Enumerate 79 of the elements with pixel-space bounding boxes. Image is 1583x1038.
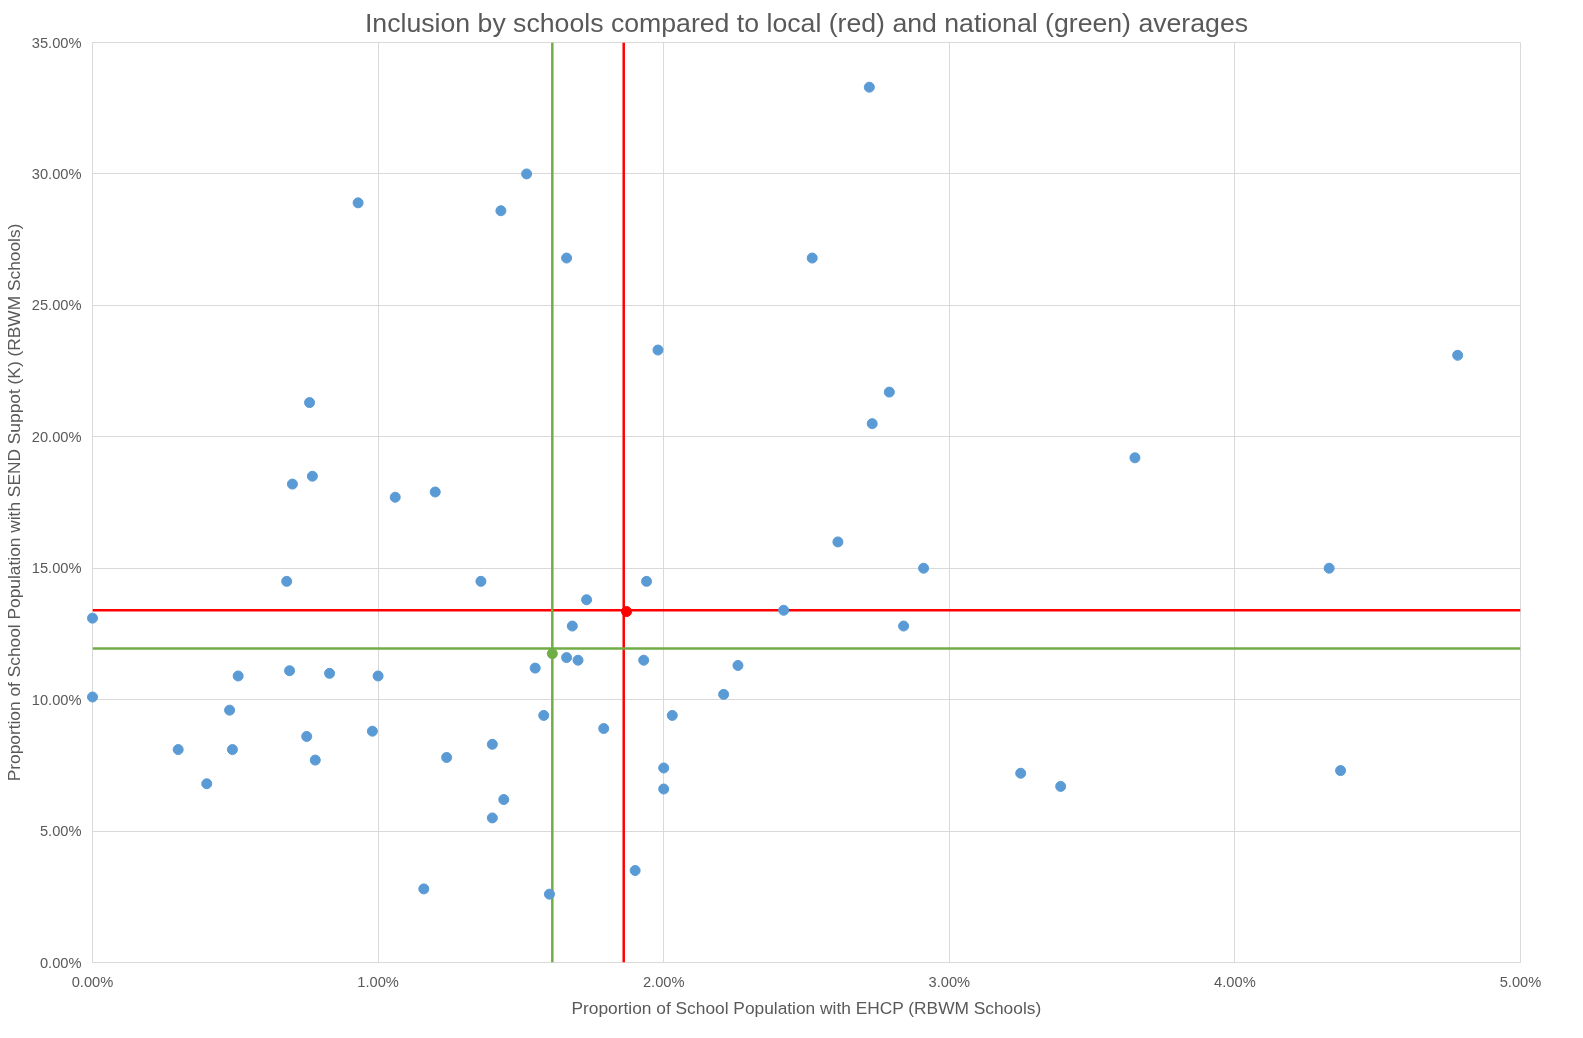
y-tick-label: 25.00%: [31, 297, 82, 314]
point: [529, 662, 541, 674]
point: [352, 197, 364, 209]
point: [301, 730, 313, 742]
point: [1055, 780, 1067, 792]
point: [543, 888, 555, 900]
point: [201, 778, 213, 790]
x-tick-label: 0.00%: [71, 973, 114, 990]
point: [581, 594, 593, 606]
point: [366, 725, 378, 737]
point: [806, 252, 818, 264]
point: [1452, 349, 1464, 361]
point: [372, 670, 384, 682]
y-tick-label: 20.00%: [31, 428, 82, 445]
point: [284, 665, 296, 677]
point: [486, 812, 498, 824]
point: [324, 667, 336, 679]
point: [429, 486, 441, 498]
point: [778, 604, 790, 616]
point: [389, 491, 401, 503]
x-tick-label: 1.00%: [357, 973, 399, 990]
point: [172, 744, 184, 756]
point: [658, 783, 670, 795]
point: [566, 620, 578, 632]
point: [718, 688, 730, 700]
y-tick-label: 0.00%: [39, 954, 82, 971]
point: [866, 418, 878, 430]
point: [918, 562, 930, 574]
point: [1015, 767, 1027, 779]
point: [224, 704, 236, 716]
point: [561, 652, 573, 664]
point: [418, 883, 430, 895]
point: [561, 252, 573, 264]
x-tick-label: 3.00%: [928, 973, 971, 990]
point: [572, 654, 584, 666]
point: [486, 738, 498, 750]
point: [226, 744, 238, 756]
point: [441, 751, 453, 763]
point: [863, 81, 875, 93]
point: [309, 754, 321, 766]
y-tick-label: 5.00%: [39, 823, 82, 840]
y-tick-label: 15.00%: [31, 560, 82, 577]
x-tick-label: 2.00%: [642, 973, 685, 990]
point: [521, 168, 533, 180]
point: [87, 612, 98, 624]
point: [641, 575, 653, 587]
point: [598, 723, 610, 735]
y-axis-title: Proportion of School Population with SEND Suppot (K) (RBWM Schools): [3, 223, 24, 782]
point: [629, 865, 641, 876]
point: [1323, 562, 1335, 574]
y-tick-label: 10.00%: [31, 691, 82, 708]
point: [1129, 452, 1141, 464]
point: [232, 670, 244, 682]
point: [87, 691, 98, 703]
point: [652, 344, 664, 356]
point: [638, 654, 650, 666]
point: [286, 478, 298, 490]
x-tick-label: 4.00%: [1214, 973, 1256, 990]
point: [832, 536, 844, 548]
point: [495, 205, 507, 217]
point: [538, 709, 550, 721]
point: [498, 794, 510, 806]
point: [732, 659, 744, 671]
point: [475, 575, 487, 587]
x-tick-label: 5.00%: [1499, 973, 1542, 990]
point: [658, 762, 670, 774]
point: [306, 470, 318, 482]
point: [1335, 765, 1347, 777]
point: [898, 620, 910, 632]
point: [281, 575, 293, 587]
y-tick-label: 35.00%: [31, 34, 82, 51]
point: [666, 709, 678, 721]
point: [621, 606, 633, 618]
y-tick-label: 30.00%: [31, 165, 82, 182]
point: [304, 397, 316, 409]
point: [546, 648, 558, 660]
chart-title: Inclusion by schools compared to local (red) and national (green) averages: [364, 7, 1249, 38]
x-axis-title: Proportion of School Population with EHCP (RBWM Schools): [571, 997, 1042, 1018]
point: [883, 386, 895, 398]
